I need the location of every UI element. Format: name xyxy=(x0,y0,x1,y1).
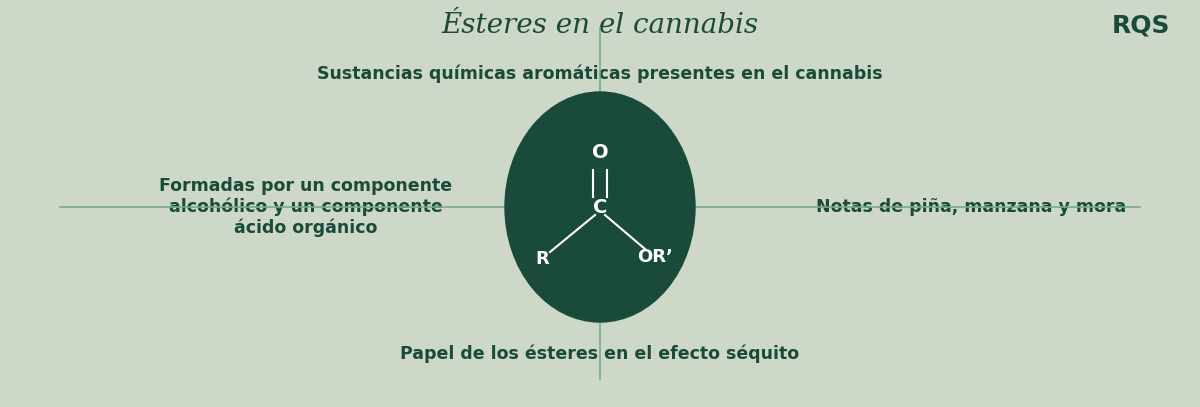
Text: R: R xyxy=(535,250,548,268)
Ellipse shape xyxy=(505,92,695,322)
Text: Sustancias químicas aromáticas presentes en el cannabis: Sustancias químicas aromáticas presentes… xyxy=(317,64,883,83)
Text: C: C xyxy=(593,197,607,217)
Text: OR’: OR’ xyxy=(637,248,673,266)
Text: RQS: RQS xyxy=(1111,13,1170,37)
Text: Formadas por un componente
alcohólico y un componente
ácido orgánico: Formadas por un componente alcohólico y … xyxy=(160,177,452,237)
Text: O: O xyxy=(592,142,608,162)
Text: Ésteres en el cannabis: Ésteres en el cannabis xyxy=(442,11,758,39)
Text: Papel de los ésteres en el efecto séquito: Papel de los ésteres en el efecto séquit… xyxy=(401,345,799,363)
Text: Notas de piña, manzana y mora: Notas de piña, manzana y mora xyxy=(816,198,1127,216)
